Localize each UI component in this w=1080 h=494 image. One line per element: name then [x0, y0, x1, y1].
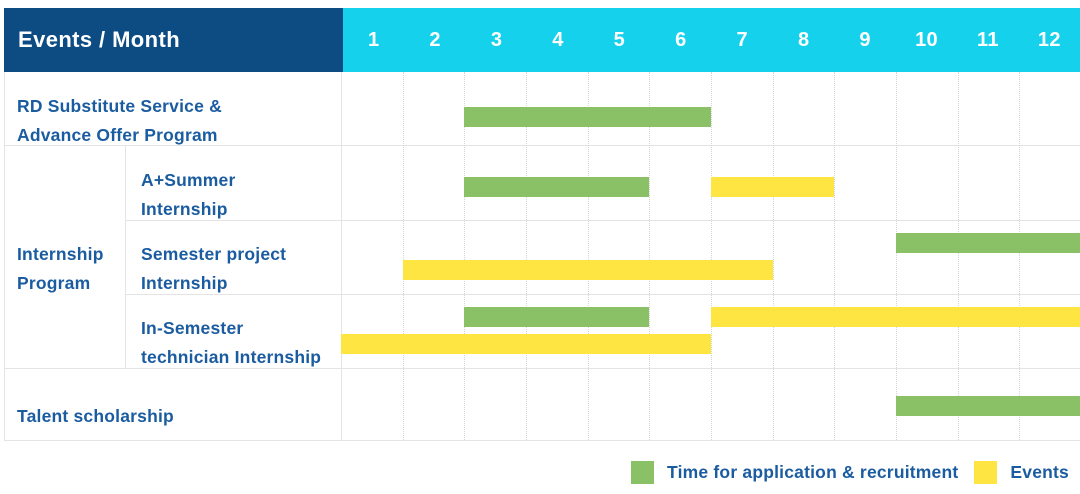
- row-label: Talent scholarship: [17, 368, 174, 452]
- gantt-bar-green: [464, 177, 650, 197]
- month-gridline: [649, 72, 651, 440]
- month-gridline: [772, 72, 774, 440]
- month-gridline: [464, 72, 466, 440]
- gantt-bar-green: [464, 307, 650, 327]
- table-title-cell: Events / Month: [4, 8, 353, 72]
- legend-swatch-yellow: [974, 461, 998, 484]
- row-divider: [125, 294, 1080, 295]
- legend-label: Time for application & recruitment: [667, 462, 959, 482]
- row-divider: [5, 368, 1080, 369]
- month-header-7: 7: [736, 28, 748, 51]
- month-header-8: 8: [797, 28, 810, 51]
- gantt-bar-green: [464, 107, 711, 127]
- month-header-4: 4: [552, 28, 564, 51]
- table-title: Events / Month: [18, 27, 181, 52]
- month-header-9: 9: [859, 28, 871, 51]
- row-label-line: technician Internship: [141, 347, 322, 367]
- month-header-5: 5: [613, 28, 626, 51]
- cell-divider: [125, 145, 126, 368]
- gantt-bar-yellow: [711, 307, 1080, 327]
- month-gridline: [834, 72, 836, 440]
- month-header-1: 1: [367, 28, 380, 51]
- month-gridline: [1019, 72, 1021, 440]
- gantt-bar-green: [896, 233, 1080, 253]
- row-divider: [125, 220, 1080, 221]
- legend-item-yellow: Events: [974, 461, 1069, 484]
- gantt-bar-yellow: [341, 334, 711, 354]
- row-label-line: In-Semester: [141, 318, 244, 338]
- legend-label: Events: [1010, 462, 1069, 482]
- month-header-3: 3: [490, 28, 503, 51]
- row-label-line: A+Summer: [141, 169, 236, 190]
- month-header-row: 1 2 3 4 5 6 7 8 9 10 11 12: [343, 8, 1080, 72]
- row-label-line: RD Substitute Service &: [17, 95, 222, 116]
- gantt-bar-green: [896, 396, 1080, 416]
- row-label: Semester project Internship: [141, 220, 286, 306]
- month-gridline: [526, 72, 527, 440]
- gantt-bar-yellow: [402, 260, 773, 280]
- month-gridline: [402, 72, 404, 440]
- row-label-line: Internship: [141, 198, 228, 219]
- row-label: A+Summer Internship: [141, 145, 235, 232]
- row-label: RD Substitute Service & Advance Offer Pro…: [17, 72, 222, 157]
- row-label-line: Talent scholarship: [17, 405, 174, 426]
- month-header-10: 10: [915, 28, 938, 51]
- month-gridline: [587, 72, 589, 440]
- legend: Time for application & recruitment Events: [631, 461, 1069, 484]
- row-label-line: Internship: [141, 273, 228, 293]
- legend-swatch-green: [631, 461, 655, 484]
- month-gridline: [711, 72, 712, 440]
- schedule-grid: RD Substitute Service & Advance Offer Pro…: [4, 72, 1080, 441]
- group-label-line: Program: [17, 272, 91, 293]
- month-header-11: 11: [977, 28, 999, 51]
- row-label-line: Advance Offer Program: [17, 124, 218, 145]
- month-gridline: [896, 72, 897, 440]
- month-gridline: [957, 72, 959, 440]
- group-label: Internship Program: [17, 145, 104, 380]
- month-header-12: 12: [1037, 28, 1061, 51]
- gantt-bar-yellow: [711, 177, 835, 197]
- cell-divider: [341, 72, 342, 440]
- month-header-6: 6: [675, 28, 687, 51]
- month-header-2: 2: [429, 28, 441, 51]
- row-label: In-Semester technician Internship: [141, 294, 321, 380]
- row-label-line: Semester project: [141, 244, 287, 264]
- group-label-line: Internship: [17, 243, 104, 264]
- row-divider: [5, 145, 1080, 146]
- legend-item-green: Time for application & recruitment: [631, 461, 958, 484]
